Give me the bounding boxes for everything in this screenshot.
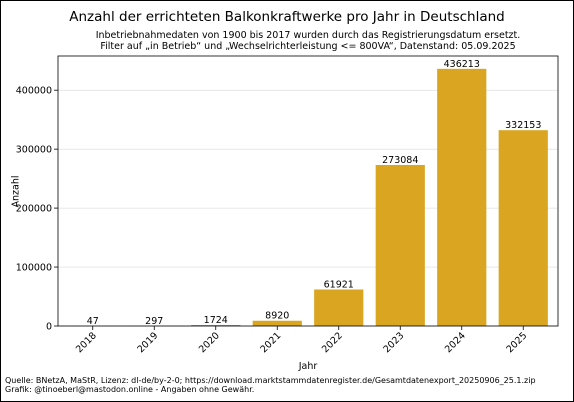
y-tick-label: 300000	[16, 145, 52, 156]
x-tick-label: 2020	[197, 330, 222, 355]
bar	[191, 324, 241, 326]
x-tick-label: 2021	[258, 330, 283, 355]
bar	[437, 68, 487, 326]
x-tick-label: 2022	[320, 330, 345, 355]
x-axis-label: Jahr	[298, 361, 318, 372]
bar-value-label: 61921	[324, 279, 354, 290]
y-axis-label: Anzahl	[10, 175, 22, 208]
credit-note: Grafik: @tinoeberl@mastodon.online - Ang…	[5, 385, 255, 394]
x-tick-label: 2025	[504, 330, 529, 355]
bar-value-label: 8920	[265, 311, 289, 322]
x-tick-label: 2019	[135, 330, 160, 355]
chart-subtitle-line-2: Filter auf „in Betrieb“ und „Wechselrich…	[100, 41, 516, 52]
x-tick-label: 2024	[443, 330, 468, 355]
bar-value-label: 297	[145, 316, 163, 327]
chart-title: Anzahl der errichteten Balkonkraftwerke …	[69, 9, 505, 25]
bar-value-label: 47	[87, 316, 99, 327]
y-tick-label: 0	[46, 322, 52, 333]
plot-area-border	[57, 55, 559, 327]
source-note: Quelle: BNetzA, MaStR, Lizenz: dl-de/by-…	[5, 376, 536, 385]
x-tick-label: 2023	[381, 330, 406, 355]
bar-value-label: 332153	[505, 120, 541, 131]
bar	[314, 289, 364, 326]
bar	[498, 130, 548, 326]
bar-value-label: 273084	[382, 155, 418, 166]
bar	[252, 320, 302, 326]
bar-value-label: 1724	[204, 315, 228, 326]
y-tick-label: 400000	[16, 86, 52, 97]
chart-subtitle-line-1: Inbetriebnahmedaten von 1900 bis 2017 wu…	[95, 30, 521, 41]
bar-value-label: 436213	[444, 59, 480, 70]
bar	[375, 165, 425, 326]
y-tick-label: 100000	[16, 263, 52, 274]
x-tick-label: 2018	[74, 330, 99, 355]
y-tick-label: 200000	[16, 204, 52, 215]
